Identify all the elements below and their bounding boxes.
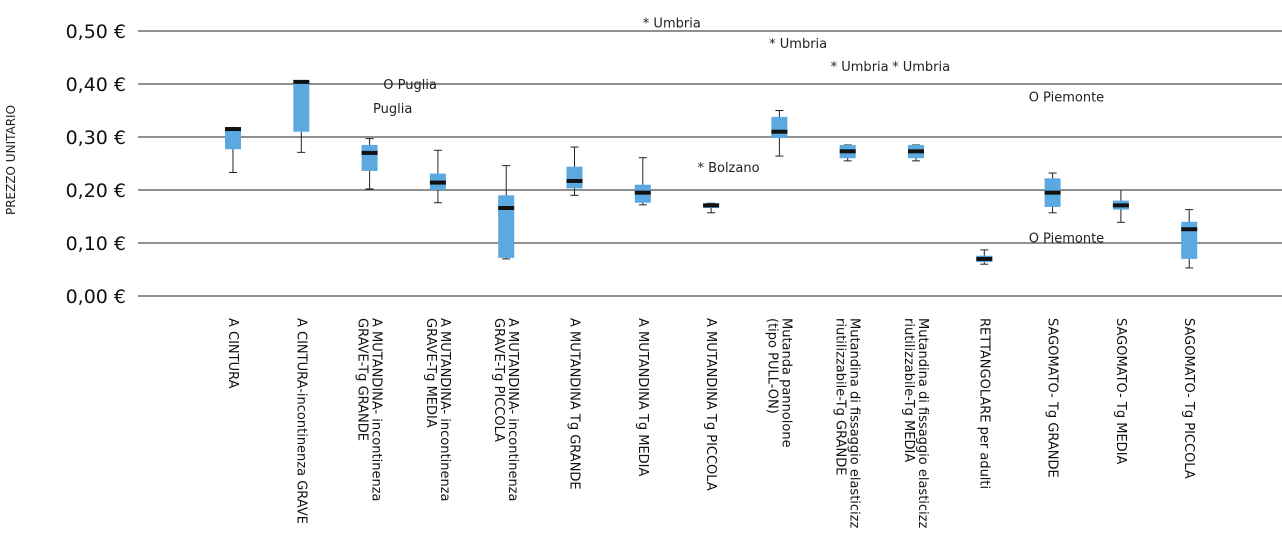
median-bar: [771, 129, 788, 134]
box-rect: [293, 81, 310, 132]
annotation-label: O Puglia: [383, 78, 437, 93]
box-rect: [498, 195, 515, 258]
box-13: [1112, 189, 1129, 223]
category-label: A MUTANDINA Tg MEDIA: [635, 318, 650, 477]
annotation-label: * Umbria: [643, 17, 701, 32]
annotation-label: O Piemonte: [1029, 232, 1104, 247]
median-bar: [566, 178, 583, 183]
category-label: SAGOMATO- Tg MEDIA: [1113, 318, 1128, 465]
median-bar: [976, 256, 993, 261]
annotation-label: Puglia: [373, 102, 412, 117]
category-label: A MUTANDINA- incontinenzaGRAVE-Tg GRANDE: [355, 318, 384, 501]
y-tick-label: 0,00 €: [66, 286, 126, 308]
box-10: [908, 144, 924, 162]
box-rect: [225, 127, 241, 150]
category-label: Mutandina di fissaggio elasticizzriutili…: [833, 318, 862, 528]
median-bar: [293, 79, 310, 84]
annotation-label: * Bolzano: [697, 161, 759, 176]
box-7: [703, 202, 720, 214]
category-label: SAGOMATO- Tg PICCOLA: [1181, 318, 1196, 479]
boxes: [225, 79, 1198, 269]
category-label: Mutanda pannolone(tipo PULL-ON): [764, 318, 793, 448]
box-12: [1044, 172, 1061, 214]
box-8: [771, 110, 788, 157]
category-label: A MUTANDINA Tg PICCOLA: [703, 318, 718, 491]
median-bar: [703, 203, 720, 208]
y-tick-label: 0,10 €: [66, 233, 126, 255]
category-label: A CINTURA-incontinenza GRAVE: [293, 318, 308, 524]
median-bar: [908, 149, 924, 154]
box-9: [839, 144, 856, 162]
category-label: Mutandina di fissaggio elasticizzriutili…: [901, 318, 930, 528]
box-0: [225, 126, 241, 174]
annotation-label: O Piemonte: [1029, 91, 1104, 106]
median-bar: [498, 206, 515, 211]
category-labels: A CINTURA A CINTURA-incontinenza GRAVE A M…: [225, 318, 1196, 528]
median-bar: [634, 190, 651, 195]
y-tick-label: 0,20 €: [66, 180, 126, 202]
box-rect: [771, 116, 788, 139]
grid-lines: [138, 30, 1282, 297]
box-11: [976, 249, 993, 265]
category-label: A MUTANDINA- incontinenzaGRAVE-Tg MEDIA: [423, 318, 452, 501]
box-14: [1181, 209, 1198, 269]
category-label: A CINTURA: [225, 318, 240, 389]
y-tick-label: 0,50 €: [66, 21, 126, 43]
median-bar: [1181, 227, 1198, 232]
median-bar: [1044, 190, 1061, 195]
box-2: [361, 138, 378, 190]
median-bar: [839, 149, 856, 154]
y-tick-label: 0,30 €: [66, 127, 126, 149]
box-4: [498, 165, 515, 260]
annotation-label: * Umbria: [892, 60, 950, 75]
y-axis-label: PREZZO UNITARIO: [4, 105, 18, 215]
annotation-label: * Umbria: [769, 37, 827, 52]
box-3: [429, 149, 446, 204]
category-label: SAGOMATO- Tg GRANDE: [1045, 318, 1060, 478]
category-label: A MUTANDINA- incontinenzaGRAVE-Tg PICCOL…: [491, 318, 520, 501]
y-tick-labels: 0,00 € 0,10 € 0,20 € 0,30 € 0,40 € 0,50 €: [66, 21, 126, 308]
median-bar: [429, 180, 446, 185]
box-rect: [361, 144, 378, 171]
box-1: [293, 79, 310, 153]
median-bar: [361, 150, 378, 155]
median-bar: [225, 127, 241, 132]
box-6: [634, 157, 651, 206]
category-label: RETTANGOLARE per adulti: [976, 318, 991, 489]
category-label: A MUTANDINA Tg GRANDE: [567, 318, 582, 490]
annotation-label: * Umbria: [831, 60, 889, 75]
box-5: [566, 146, 583, 196]
box-rect: [566, 166, 583, 189]
y-tick-label: 0,40 €: [66, 74, 126, 96]
median-bar: [1112, 203, 1129, 208]
